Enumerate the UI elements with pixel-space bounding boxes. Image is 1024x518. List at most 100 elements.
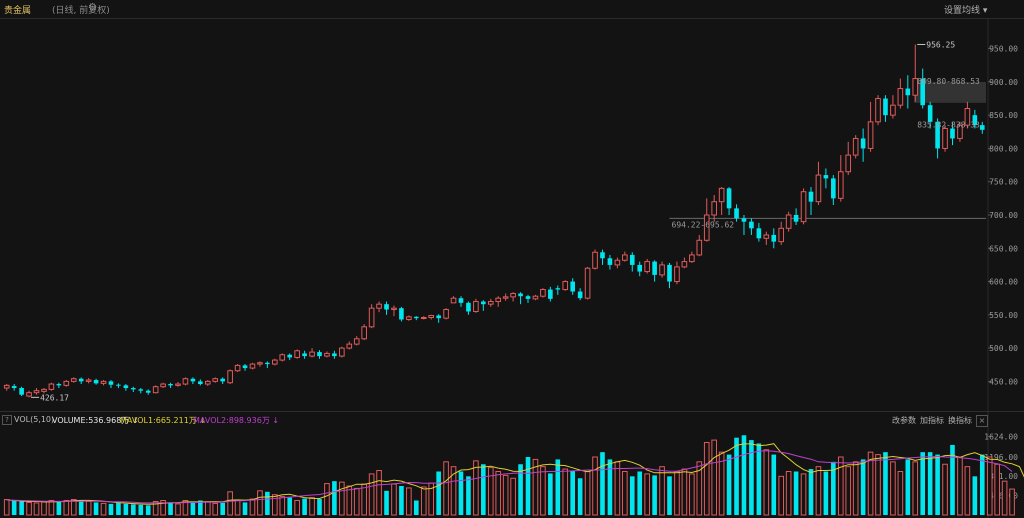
candle-body <box>689 254 695 263</box>
candle-body <box>198 381 203 385</box>
candle-body <box>227 370 233 384</box>
volume-bar <box>473 460 479 516</box>
candle-body <box>726 188 732 209</box>
candle-body <box>912 78 919 96</box>
candle-body <box>860 138 866 149</box>
candle-body <box>317 352 322 357</box>
mavol2-value: MAVOL2:898.936万 ↓ <box>193 416 280 425</box>
volume-bar <box>332 481 337 515</box>
gear-icon[interactable]: ⚙ <box>88 2 97 13</box>
candle-body <box>749 221 754 229</box>
candle-body <box>436 315 441 319</box>
volume-bar <box>689 473 695 516</box>
volume-bar <box>116 502 121 515</box>
candle-body <box>532 295 539 300</box>
mavol2-line <box>6 450 1013 504</box>
volume-bar <box>294 500 300 516</box>
volume-bar <box>756 443 762 515</box>
change-params-button[interactable]: 改参数 <box>892 416 916 425</box>
low-label: 426.17 <box>40 393 69 402</box>
candle-body <box>681 261 688 268</box>
price-tick-label: 750.00 <box>989 178 1018 187</box>
pane-divider[interactable] <box>0 411 1024 412</box>
volume-bar <box>815 466 822 516</box>
volume-bar <box>406 487 412 516</box>
set-ma-button[interactable]: 设置均线 ▾ <box>944 3 987 16</box>
candle-body <box>361 326 367 340</box>
candle-body <box>93 380 99 384</box>
candle-body <box>220 378 225 382</box>
price-zone-box <box>914 82 986 103</box>
candle-body <box>756 228 762 239</box>
volume-bar <box>935 454 940 515</box>
switch-indicator-button[interactable]: 换指标 <box>948 416 972 425</box>
volume-bar <box>324 483 330 516</box>
candle-body <box>78 378 84 382</box>
candle-body <box>674 266 680 283</box>
candle-body <box>629 254 635 265</box>
candle-body <box>145 390 151 393</box>
candle-body <box>927 105 933 122</box>
close-icon[interactable]: × <box>976 415 988 427</box>
candle-body <box>175 383 181 386</box>
zone-label: 899.80-868.53 <box>917 77 980 86</box>
volume-bar <box>152 500 159 516</box>
candle-body <box>600 252 605 259</box>
volume-bar <box>227 491 233 516</box>
candle-body <box>279 354 286 361</box>
volume-bar <box>986 456 993 516</box>
candle-body <box>525 296 531 299</box>
volume-bar <box>168 502 173 515</box>
volume-bar <box>890 461 896 516</box>
price-tick-label: 500.00 <box>989 344 1018 353</box>
volume-bar <box>607 459 613 515</box>
volume-bar <box>26 501 32 516</box>
volume-legend: ? VOL(5,10) VOLUME:536.968万 ↓ MAVOL1:665… <box>0 413 990 427</box>
volume-bar <box>600 452 605 515</box>
candle-body <box>659 264 665 276</box>
help-icon[interactable]: ? <box>2 415 12 425</box>
volume-bar <box>637 471 643 515</box>
volume-bar <box>302 498 307 515</box>
candle-body <box>837 171 844 199</box>
volume-bar <box>19 501 24 515</box>
add-indicator-button[interactable]: 加指标 <box>920 416 944 425</box>
candle-body <box>257 362 263 365</box>
candle-body <box>406 316 412 320</box>
candle-body <box>108 381 114 385</box>
volume-bar <box>353 487 360 516</box>
volume-bar <box>905 459 911 515</box>
candle-body <box>384 304 389 310</box>
candle-body <box>979 125 985 130</box>
candle-body <box>510 293 516 298</box>
candle-body <box>346 343 353 349</box>
price-tick-label: 550.00 <box>989 311 1018 320</box>
candle-body <box>703 214 710 241</box>
candle-body <box>294 350 300 358</box>
volume-bar <box>204 501 211 516</box>
candle-body <box>339 347 345 357</box>
candle-body <box>555 288 561 290</box>
volume-tick-label: 1624.00 <box>984 433 1018 442</box>
volume-bar <box>912 461 919 516</box>
volume-bar <box>964 466 971 516</box>
volume-bar <box>466 476 471 515</box>
volume-bar <box>56 501 62 515</box>
volume-bar <box>845 466 852 516</box>
candle-body <box>741 218 747 222</box>
volume-bar <box>994 463 1000 516</box>
volume-bar <box>384 490 389 515</box>
candle-body <box>265 362 270 365</box>
candle-body <box>160 383 166 388</box>
price-tick-label: 450.00 <box>989 377 1018 386</box>
volume-bar <box>481 464 486 515</box>
candle-body <box>3 384 10 389</box>
mavol1-value: MAVOL1:665.211万 ↓ <box>120 416 207 425</box>
candle-body <box>845 154 852 173</box>
volume-bar <box>622 471 628 516</box>
candle-body <box>287 354 293 358</box>
candle-body <box>785 214 792 229</box>
candle-body <box>883 98 888 116</box>
volume-bar <box>749 440 754 515</box>
